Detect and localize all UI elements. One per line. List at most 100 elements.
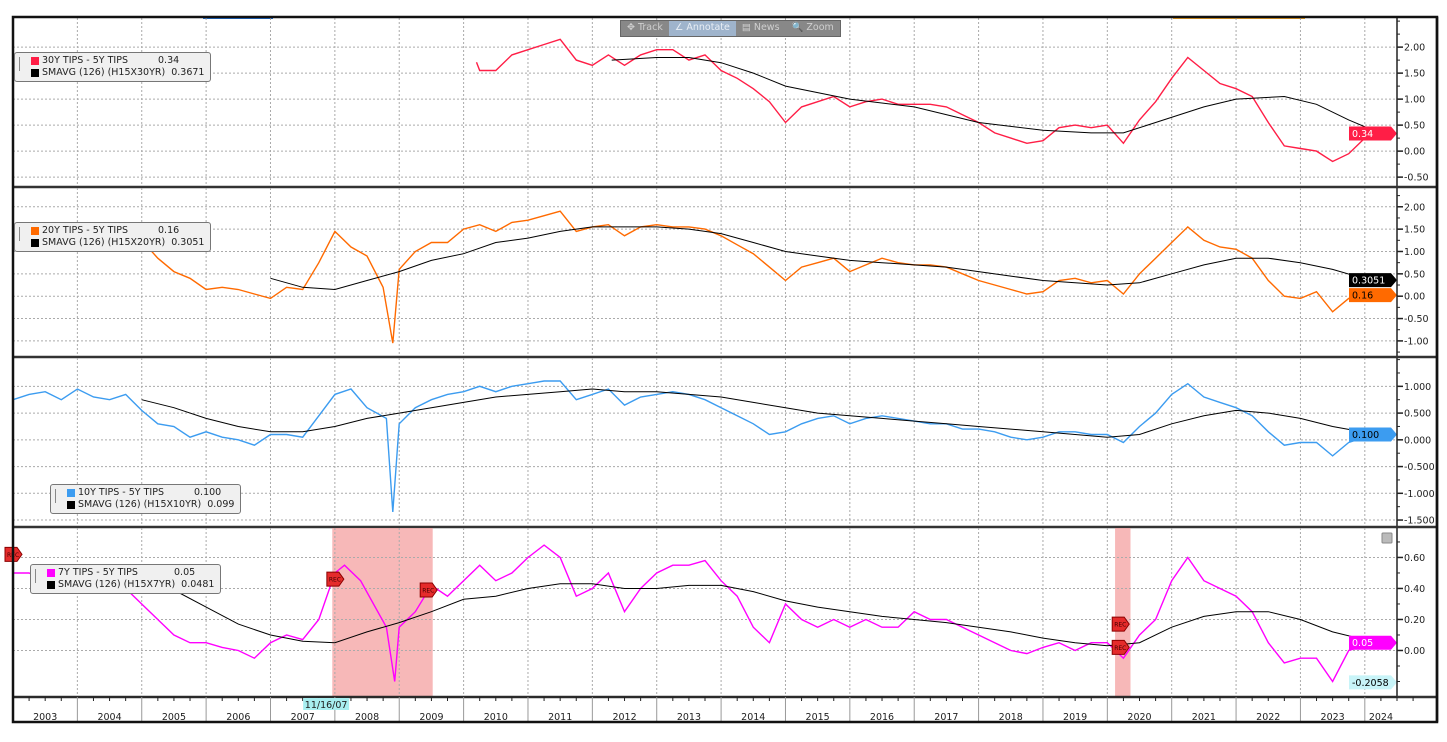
legend-label: SMAVG (126) (H15X30YR): [42, 67, 166, 78]
rec-flag-label: REC: [422, 588, 434, 595]
x-tick-label: 2017: [934, 712, 958, 723]
last-value-label: 0.34: [1352, 129, 1373, 140]
y-tick-label: 0.60: [1404, 553, 1425, 564]
recession-shade: [1115, 528, 1131, 697]
legend-label: 20Y TIPS - 5Y TIPS: [42, 225, 128, 236]
y-tick-label: -0.50: [1404, 314, 1429, 325]
legend-value: 0.3051: [171, 237, 205, 248]
last-value-label: 0.3051: [1352, 276, 1385, 287]
y-tick-label: 0.00: [1404, 147, 1425, 158]
y-tick-label: 2.00: [1404, 202, 1425, 213]
y-tick-label: 1.00: [1404, 95, 1425, 106]
rec-flag-label: REC: [1114, 622, 1126, 629]
zoom-button[interactable]: 🔍 Zoom: [791, 22, 834, 33]
rec-flag-icon: [1111, 616, 1130, 632]
series-swatch: [47, 569, 55, 577]
collapse-tree-icon[interactable]: [55, 489, 62, 503]
legend-10y[interactable]: 10Y TIPS - 5Y TIPS 0.100 SMAVG (126) (H15…: [50, 484, 242, 514]
last-value-badge: [1349, 126, 1397, 141]
collapse-tree-icon[interactable]: [19, 57, 26, 71]
legend-label: 30Y TIPS - 5Y TIPS: [42, 55, 128, 66]
series-swatch: [67, 489, 75, 497]
rec-flag-icon: [419, 582, 438, 598]
track-button[interactable]: ✥ Track: [627, 22, 663, 33]
x-tick-label: 2023: [1321, 712, 1345, 723]
legend-label: SMAVG (126) (H15X7YR): [58, 579, 176, 590]
legend-7y[interactable]: 7Y TIPS - 5Y TIPS 0.05 SMAVG (126) (H15X7…: [30, 564, 222, 594]
series-line: [13, 544, 1378, 683]
y-tick-label: -1.000: [1404, 489, 1435, 500]
legend-20y[interactable]: 20Y TIPS - 5Y TIPS 0.16 SMAVG (126) (H15X…: [14, 222, 212, 252]
last-value-badge: [1349, 427, 1397, 442]
x-tick-label: 2006: [226, 712, 250, 723]
rec-flag-label: REC: [1114, 645, 1126, 652]
legend-value: 0.099: [207, 499, 235, 510]
x-tick-label: 2009: [419, 712, 443, 723]
y-tick-label: 2.00: [1404, 43, 1425, 54]
legend-label: 10Y TIPS - 5Y TIPS: [78, 487, 164, 498]
y-tick-label: 0.000: [1404, 435, 1431, 446]
last-value-label: 0.05: [1352, 638, 1373, 649]
x-tick-label: 2022: [1256, 712, 1280, 723]
annotate-button[interactable]: ∠ Annotate: [668, 21, 736, 36]
last-value-label: 0.16: [1352, 291, 1373, 302]
x-tick-label: 2018: [999, 712, 1023, 723]
legend-value: 0.100: [194, 487, 222, 498]
y-tick-label: -1.500: [1404, 516, 1435, 527]
x-axis: 2003 2004 2005 2006 2007 2008 2009 2010 2011 2012…: [13, 696, 1414, 723]
legend-label: SMAVG (126) (H15X10YR): [78, 499, 202, 510]
y-tick-label: 1.50: [1404, 225, 1425, 236]
series-swatch: [31, 227, 39, 235]
last-value-badge: [1349, 635, 1397, 650]
panel-2: 1.000 0.500 0.000 -0.500 -1.000 -1.500 0.100: [12, 358, 1437, 529]
y-tick-label: 1.00: [1404, 247, 1425, 258]
legend-30y[interactable]: 30Y TIPS - 5Y TIPS 0.34 SMAVG (126) (H15X…: [14, 52, 212, 82]
legend-value: 0.3671: [171, 67, 205, 78]
y-tick-label: -0.50: [1404, 173, 1429, 184]
series-swatch: [31, 57, 39, 65]
collapse-tree-icon[interactable]: [35, 569, 42, 583]
x-tick-label: 2005: [162, 712, 186, 723]
x-tick-label: 2012: [612, 712, 636, 723]
x-tick-label: 2020: [1127, 712, 1151, 723]
y-tick-label: 0.50: [1404, 121, 1425, 132]
x-tick-label: 2014: [741, 712, 765, 723]
x-tick-label: 2015: [806, 712, 830, 723]
last-value-badge: [1349, 675, 1397, 690]
panel-resize-icon: [1381, 532, 1393, 544]
last-value-badge: [1349, 288, 1397, 303]
x-tick-label: 2024: [1369, 712, 1393, 723]
y-tick-label: 0.00: [1404, 646, 1425, 657]
legend-value: 0.16: [158, 225, 180, 236]
legend-value: 0.0481: [181, 579, 215, 590]
y-tick-label: 1.50: [1404, 69, 1425, 80]
cursor-date-badge: [303, 698, 350, 710]
series-line: [141, 210, 1378, 344]
y-tick-label: -1.00: [1404, 336, 1429, 347]
sma-swatch: [47, 581, 55, 589]
x-tick-label: 2008: [355, 712, 379, 723]
sma-line: [270, 226, 1378, 291]
collapse-tree-icon[interactable]: [19, 227, 26, 241]
x-tick-label: 2007: [291, 712, 315, 723]
legend-label: 7Y TIPS - 5Y TIPS: [58, 567, 138, 578]
y-tick-label: 1.000: [1404, 382, 1431, 393]
legend-value: 0.34: [158, 55, 180, 66]
last-value-label: 0.100: [1352, 430, 1379, 441]
y-tick-label: 0.500: [1404, 409, 1431, 420]
y-tick-label: 0.40: [1404, 584, 1425, 595]
sma-line: [141, 388, 1378, 438]
y-tick-label: 0.00: [1404, 292, 1425, 303]
x-tick-label: 2010: [484, 712, 508, 723]
x-tick-label: 2016: [870, 712, 894, 723]
x-tick-label: 2004: [97, 712, 121, 723]
x-tick-label: 2003: [33, 712, 57, 723]
news-button[interactable]: ▤ News: [741, 22, 780, 33]
sma-line: [611, 57, 1378, 134]
rec-flag-icon: [326, 571, 345, 587]
cursor-date-label: 11/16/07: [305, 700, 348, 711]
sma-swatch: [31, 239, 39, 247]
